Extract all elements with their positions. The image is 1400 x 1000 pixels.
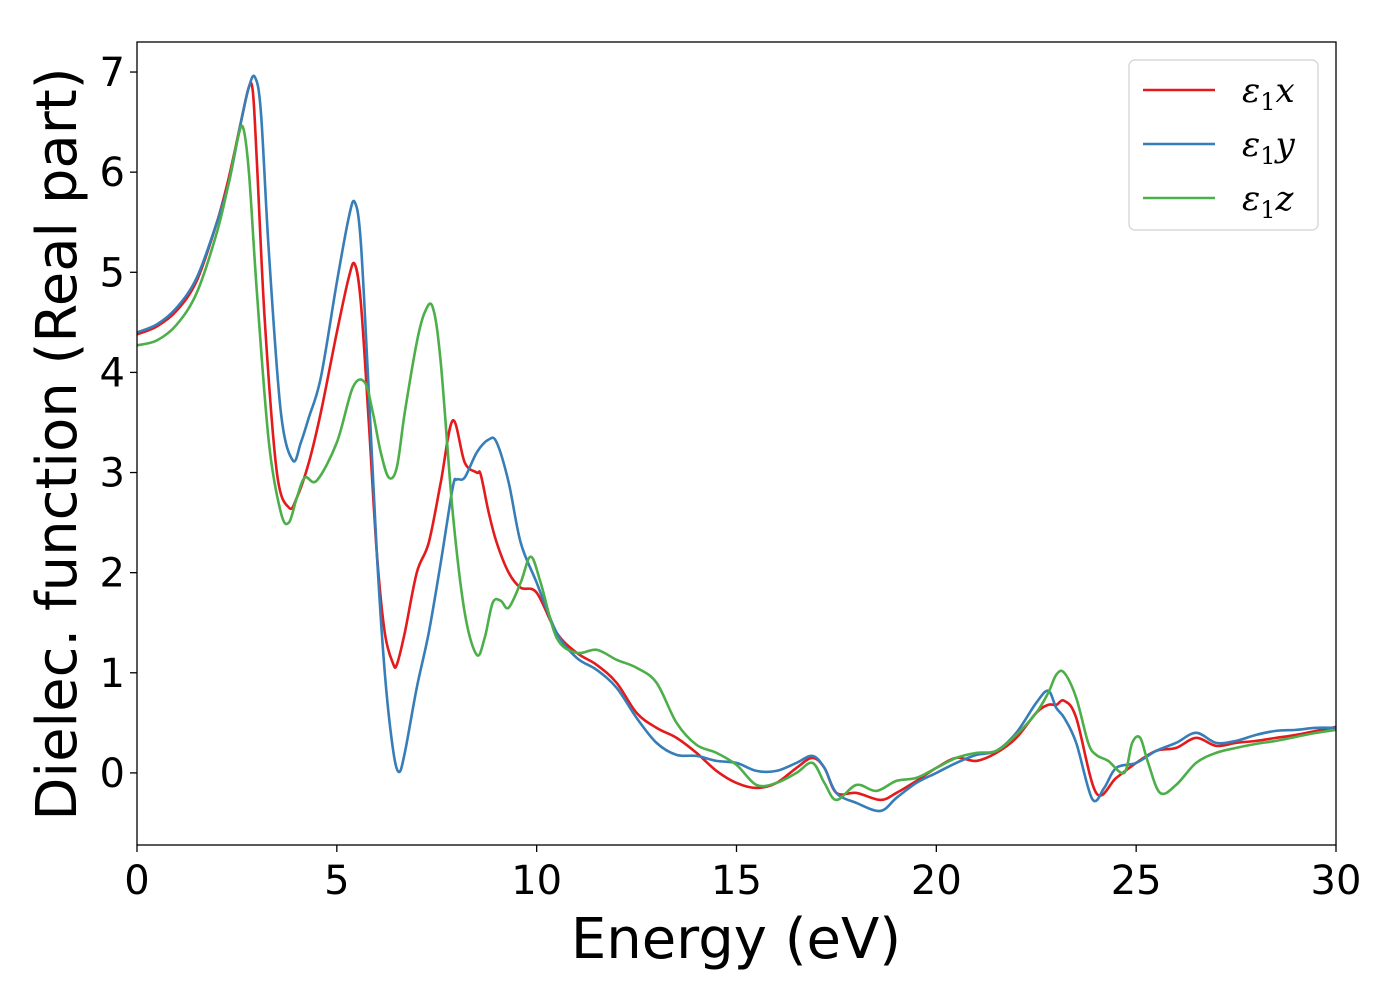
y-tick-label: 1 [100, 651, 125, 697]
legend-label-x: ε1x [1242, 71, 1295, 116]
series-layer [136, 74, 1337, 813]
legend-label-y: ε1y [1242, 125, 1296, 170]
x-tick-label: 0 [124, 858, 149, 904]
y-tick-label: 0 [100, 751, 125, 797]
legend-box [1128, 59, 1319, 231]
y-tick-label: 6 [100, 150, 125, 196]
x-tick-label: 15 [711, 858, 762, 904]
y-tick-label: 4 [100, 350, 125, 396]
x-tick-label: 5 [324, 858, 349, 904]
y-tick-label: 5 [100, 250, 125, 296]
y-tick-label: 7 [100, 50, 125, 96]
x-tick-label: 30 [1311, 858, 1362, 904]
ticks-layer: 0 5 10 15 20 25 30 0 1 2 3 4 5 6 7 [100, 50, 1362, 904]
x-axis-title: Energy (eV) [571, 907, 901, 972]
x-tick-label: 25 [1111, 858, 1162, 904]
x-tick-label: 10 [511, 858, 562, 904]
y-tick-label: 2 [100, 551, 125, 597]
series-line-z [136, 124, 1337, 802]
legend-label-z: ε1z [1242, 179, 1295, 224]
x-tick-label: 20 [911, 858, 962, 904]
legend: ε1x ε1y ε1z [1128, 59, 1319, 231]
y-tick-label: 3 [100, 451, 125, 497]
y-axis-title: Dielec. function (Real part) [25, 67, 90, 820]
series-line-y [136, 74, 1337, 813]
